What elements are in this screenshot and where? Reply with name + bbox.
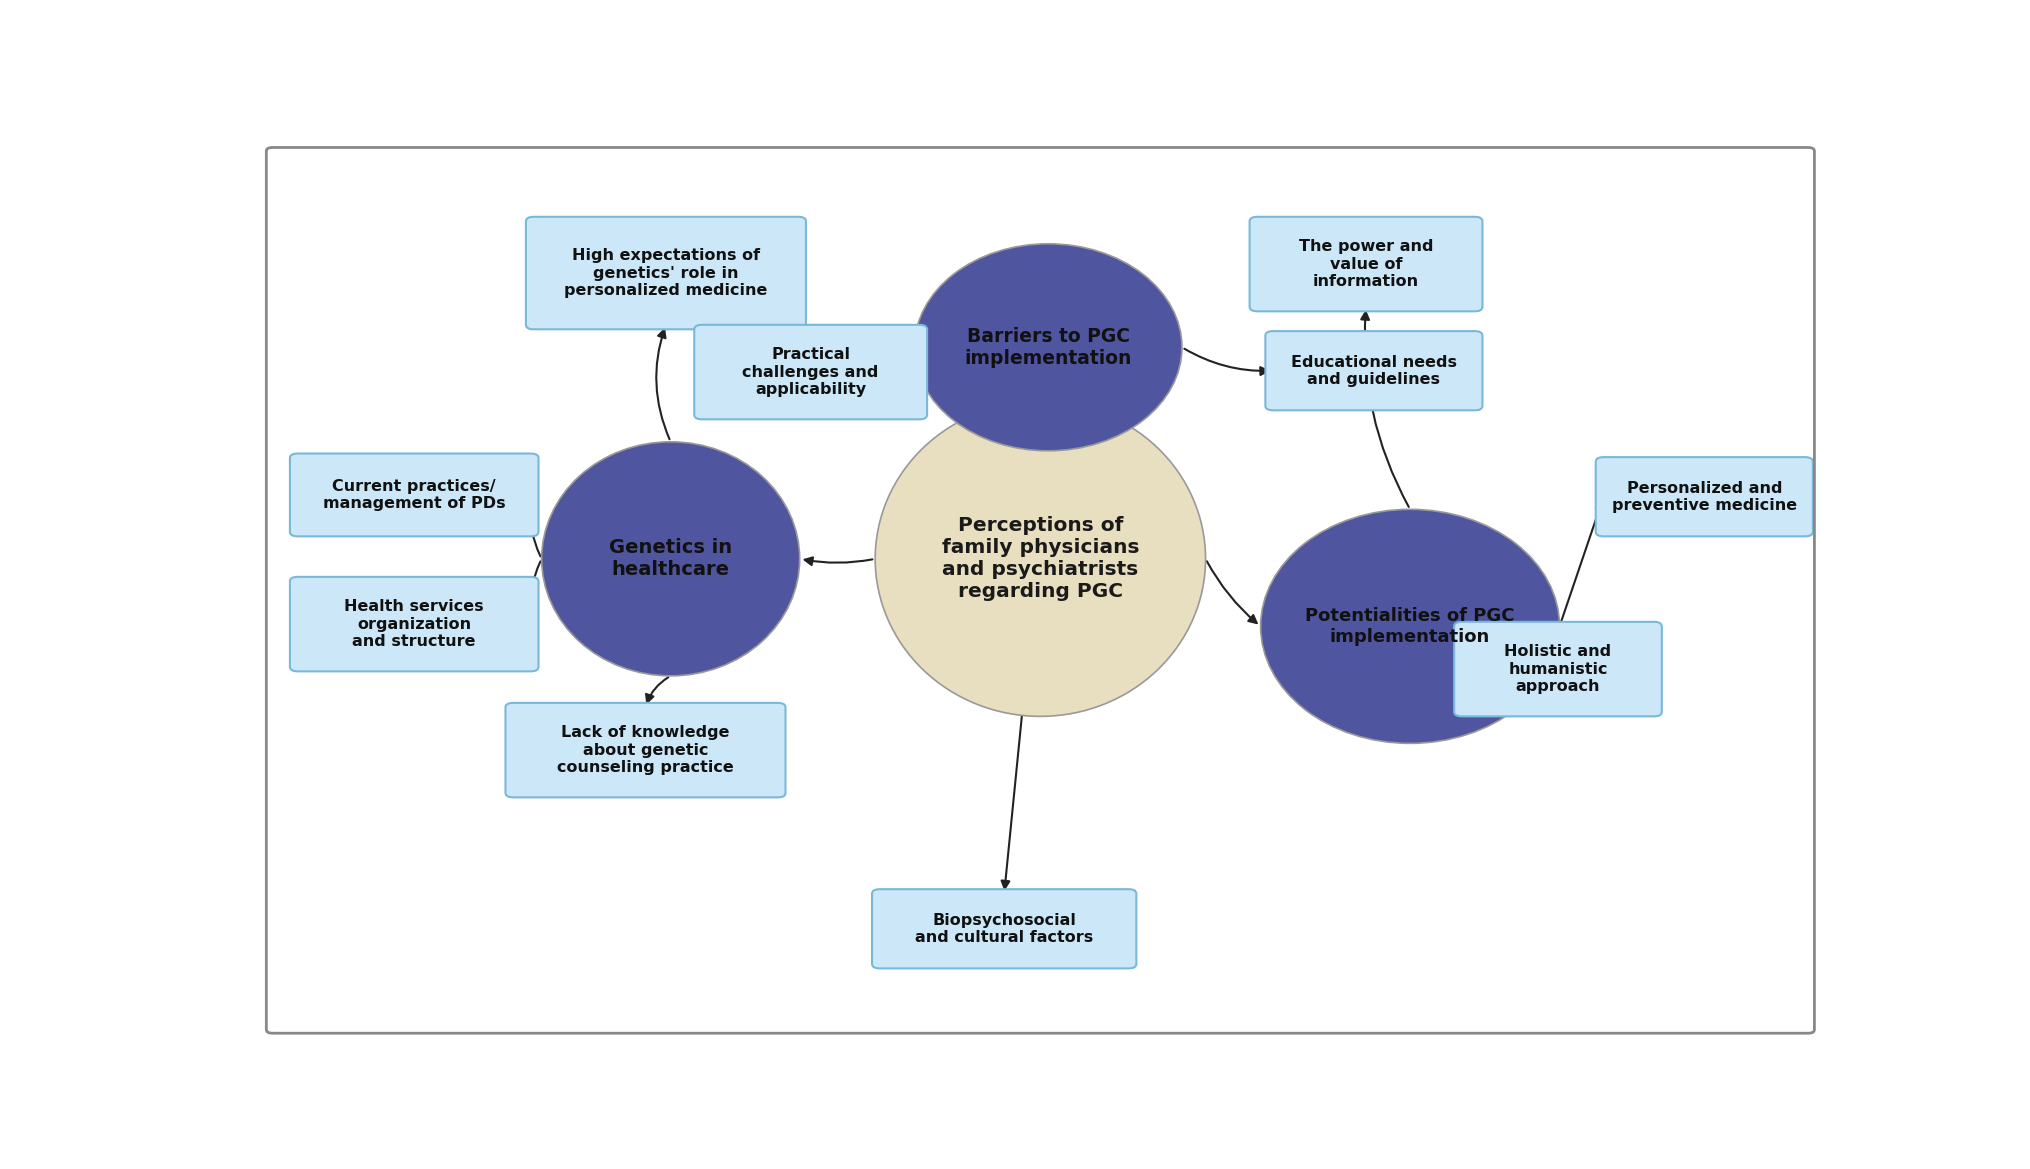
FancyBboxPatch shape	[873, 890, 1137, 968]
Text: Holistic and
humanistic
approach: Holistic and humanistic approach	[1504, 644, 1612, 694]
FancyBboxPatch shape	[1596, 457, 1813, 537]
Text: Perceptions of
family physicians
and psychiatrists
regarding PGC: Perceptions of family physicians and psy…	[942, 517, 1139, 601]
FancyBboxPatch shape	[1250, 216, 1482, 311]
Ellipse shape	[1261, 510, 1559, 743]
Text: High expectations of
genetics' role in
personalized medicine: High expectations of genetics' role in p…	[564, 248, 767, 298]
FancyBboxPatch shape	[505, 703, 786, 797]
FancyBboxPatch shape	[290, 454, 538, 537]
Ellipse shape	[542, 442, 800, 676]
Text: The power and
value of
information: The power and value of information	[1299, 240, 1433, 289]
Ellipse shape	[914, 244, 1181, 451]
Text: Potentialities of PGC
implementation: Potentialities of PGC implementation	[1305, 607, 1514, 645]
Text: Personalized and
preventive medicine: Personalized and preventive medicine	[1612, 480, 1797, 513]
FancyBboxPatch shape	[526, 216, 806, 330]
FancyBboxPatch shape	[290, 576, 538, 671]
FancyBboxPatch shape	[694, 325, 928, 420]
Text: Barriers to PGC
implementation: Barriers to PGC implementation	[964, 327, 1133, 368]
Text: Current practices/
management of PDs: Current practices/ management of PDs	[323, 479, 505, 511]
Text: Lack of knowledge
about genetic
counseling practice: Lack of knowledge about genetic counseli…	[556, 725, 735, 775]
FancyBboxPatch shape	[1265, 331, 1482, 410]
Text: Educational needs
and guidelines: Educational needs and guidelines	[1291, 354, 1458, 387]
FancyBboxPatch shape	[1453, 622, 1663, 717]
Text: Genetics in
healthcare: Genetics in healthcare	[609, 539, 733, 580]
Text: Biopsychosocial
and cultural factors: Biopsychosocial and cultural factors	[916, 913, 1094, 945]
Text: Practical
challenges and
applicability: Practical challenges and applicability	[743, 347, 879, 397]
Ellipse shape	[875, 401, 1206, 717]
Text: Health services
organization
and structure: Health services organization and structu…	[345, 600, 483, 649]
